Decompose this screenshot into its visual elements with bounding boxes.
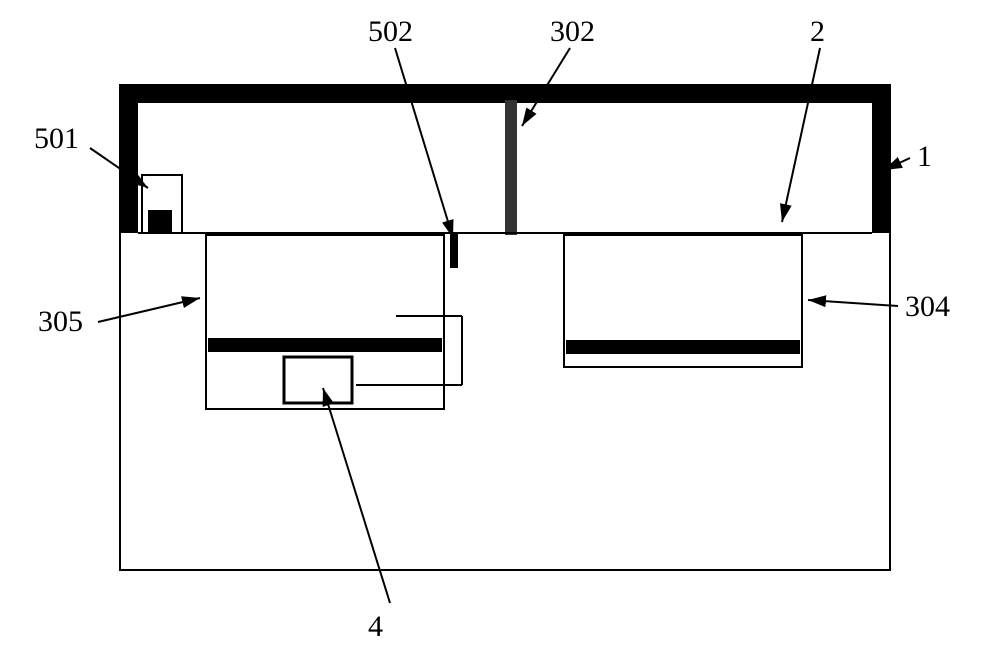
left-recess-305 [206,235,462,409]
divider-302 [505,100,517,235]
leaders [90,48,910,603]
label-305: 305 [38,305,83,339]
label-501: 501 [34,122,79,156]
label-302: 302 [550,15,595,49]
leader-2 [782,48,820,222]
leader-304 [808,300,898,306]
right-recess-304 [564,235,802,367]
label-304: 304 [905,290,950,324]
label-2: 2 [810,15,825,49]
label-4: 4 [368,610,383,644]
notch-502 [450,232,458,268]
leader-502 [395,48,453,238]
leader-305 [98,298,200,322]
diagram-svg [0,0,1000,671]
diagram-root: 502 302 2 501 1 305 304 4 [0,0,1000,671]
label-1: 1 [917,140,932,174]
label-502: 502 [368,15,413,49]
block-501 [142,175,182,233]
